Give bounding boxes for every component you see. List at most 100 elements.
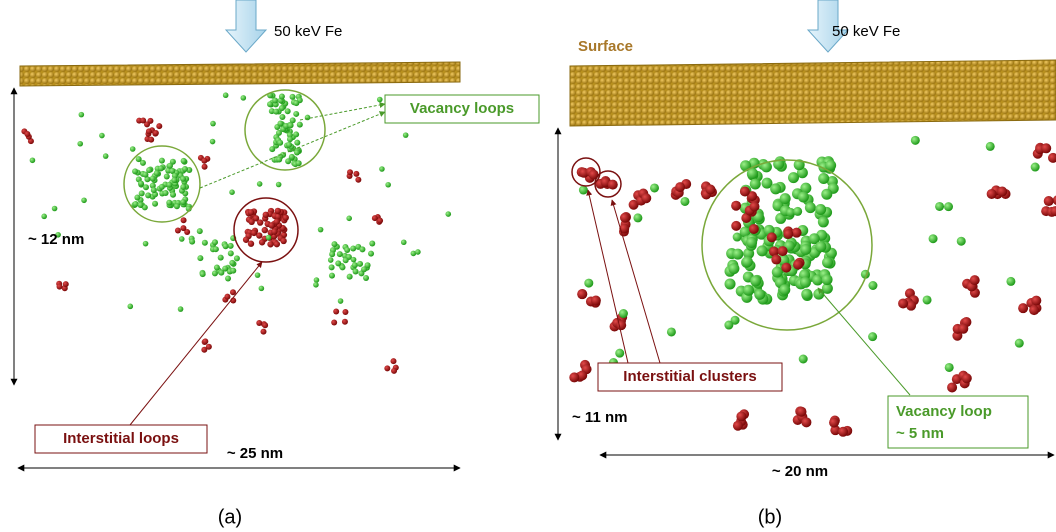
vacancy-label: ~ 5 nm: [896, 425, 944, 442]
green-atom: [352, 262, 358, 268]
red-atom: [1041, 143, 1051, 153]
green-atom: [728, 263, 739, 274]
green-atom: [667, 327, 676, 336]
green-atom: [81, 197, 87, 203]
red-atom: [793, 260, 803, 270]
red-atom: [271, 228, 277, 234]
green-atom: [297, 122, 303, 128]
green-atom: [288, 122, 294, 128]
red-atom: [740, 186, 750, 196]
red-atom: [391, 368, 397, 374]
green-atom: [368, 251, 374, 257]
green-atom: [331, 241, 337, 247]
red-atom: [608, 180, 618, 190]
red-atom: [987, 189, 997, 199]
green-atom: [385, 182, 391, 188]
beam-label: 50 keV Fe: [274, 23, 342, 40]
red-atom: [353, 171, 359, 177]
panel-label: (b): [758, 506, 782, 528]
interstitial-label: Interstitial loops: [63, 430, 179, 447]
green-atom: [328, 257, 334, 263]
atoms: [21, 92, 1056, 436]
green-atom: [650, 183, 659, 192]
green-atom: [167, 163, 173, 169]
green-atom: [403, 132, 409, 138]
green-atom: [351, 257, 357, 263]
green-atom: [911, 136, 920, 145]
red-atom: [1029, 305, 1039, 315]
green-atom: [158, 165, 164, 171]
green-atom: [929, 234, 938, 243]
green-atom: [139, 190, 145, 196]
green-atom: [273, 109, 279, 115]
green-atom: [222, 266, 228, 272]
red-atom: [801, 417, 811, 427]
green-atom: [210, 139, 216, 145]
red-atom: [377, 218, 383, 224]
green-atom: [725, 278, 736, 289]
red-atom: [333, 309, 339, 315]
green-atom: [151, 187, 157, 193]
green-atom: [445, 211, 451, 217]
red-atom: [201, 158, 207, 164]
red-atom: [259, 239, 265, 245]
green-atom: [279, 94, 285, 100]
green-atom: [793, 207, 802, 216]
green-atom: [225, 276, 231, 282]
green-atom: [174, 203, 180, 209]
red-atom: [750, 201, 760, 211]
figure: 50 keV Fe Vacancy loops Interstitial loo…: [0, 0, 1056, 532]
depth-label: ~ 12 nm: [28, 231, 84, 248]
green-atom: [800, 244, 811, 255]
red-atom: [778, 246, 788, 256]
green-atom: [166, 182, 172, 188]
green-atom: [293, 131, 299, 137]
green-atom: [1031, 163, 1040, 172]
green-atom: [338, 298, 344, 304]
green-atom: [30, 157, 36, 163]
green-atom: [138, 202, 144, 208]
green-atom: [350, 245, 356, 251]
green-atom: [287, 136, 293, 142]
green-atom: [805, 202, 816, 213]
green-atom: [255, 272, 261, 278]
red-atom: [797, 407, 807, 417]
green-atom: [143, 241, 149, 247]
green-atom: [170, 192, 176, 198]
green-atom: [733, 233, 742, 242]
red-atom: [181, 217, 187, 223]
green-atom: [615, 349, 624, 358]
green-atom: [379, 166, 385, 172]
green-atom: [822, 274, 833, 285]
depth-label: ~ 11 nm: [572, 409, 627, 426]
red-atom: [731, 221, 741, 231]
red-atom: [243, 237, 249, 243]
red-atom: [767, 232, 777, 242]
green-atom: [145, 192, 151, 198]
vacancy-label: Vacancy loop: [896, 403, 992, 420]
green-atom: [353, 268, 359, 274]
red-atom: [267, 241, 273, 247]
green-atom: [743, 285, 754, 296]
green-atom: [788, 172, 799, 183]
green-atom: [363, 275, 369, 281]
red-atom: [140, 117, 146, 123]
red-atom: [1031, 296, 1041, 306]
green-atom: [361, 266, 367, 272]
green-atom: [229, 189, 235, 195]
green-atom: [579, 186, 588, 195]
red-atom: [970, 275, 980, 285]
red-atom: [577, 289, 587, 299]
green-atom: [293, 111, 299, 117]
red-atom: [262, 227, 268, 233]
green-atom: [180, 199, 186, 205]
green-atom: [294, 150, 300, 156]
green-atom: [189, 239, 195, 245]
surface-slab: [20, 62, 460, 86]
red-atom: [736, 411, 746, 421]
green-atom: [150, 176, 156, 182]
surface-label: Surface: [578, 38, 633, 55]
green-atom: [346, 216, 352, 222]
green-atom: [742, 256, 753, 267]
green-atom: [136, 156, 142, 162]
